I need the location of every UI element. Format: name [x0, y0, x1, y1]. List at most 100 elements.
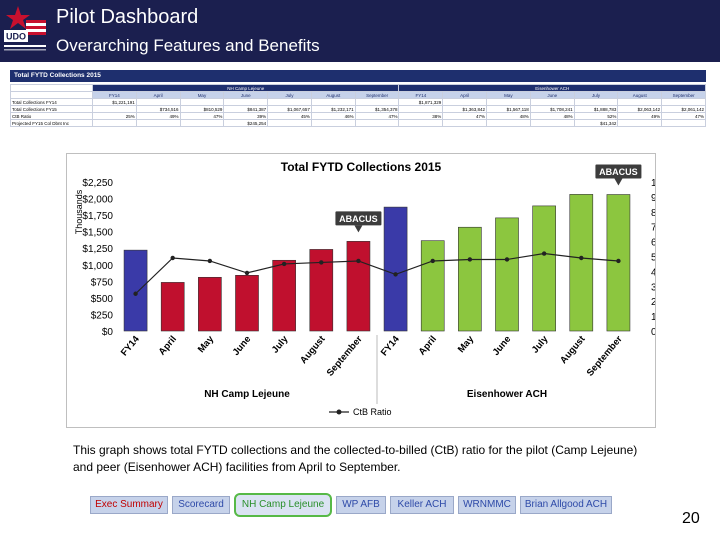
ctb-ratio-point: [281, 261, 287, 267]
y2-tick-label: 0%: [651, 327, 655, 338]
legend: CtB Ratio: [329, 407, 392, 417]
y2-tick-label: 60%: [651, 238, 655, 249]
bar: [346, 241, 371, 332]
table-group-header: NH Camp Lejeune: [91, 84, 400, 92]
y-tick-label: $1,250: [82, 244, 113, 255]
y-axis-ticks: $0 $250 $500 $750 $1,000 $1,250 $1,500 $1,750 $2…: [82, 178, 113, 338]
annotation-label: ABACUS: [339, 214, 378, 224]
table-cell: 47%: [354, 112, 400, 120]
table-cell: [179, 98, 225, 106]
nav-tab-nh-camp-lejeune[interactable]: NH Camp Lejeune: [234, 493, 332, 517]
x-tick-label: August: [558, 333, 588, 366]
table-cell: $1,871,329: [398, 98, 444, 106]
nav-tab-exec-summary[interactable]: Exec Summary: [90, 496, 168, 514]
logo-star-icon: [6, 6, 30, 29]
nav-tab-wp-afb[interactable]: WP AFB: [336, 496, 386, 514]
bar: [198, 276, 222, 332]
table-group-header: Eisenhower ACH: [398, 84, 706, 92]
x-tick-label: July: [270, 333, 291, 355]
table-cell: $1,708,241: [529, 105, 575, 113]
table-cell: $1,221,191: [92, 98, 137, 106]
table-cell: 46%: [310, 112, 356, 120]
table-cell: 38%: [398, 112, 444, 120]
x-tick-label: June: [231, 334, 254, 358]
nav-tab-keller-ach[interactable]: Keller ACH: [390, 496, 454, 514]
table-month-header: August: [310, 91, 356, 99]
table-cell: $1,232,171: [310, 105, 356, 113]
y-tick-label: $500: [91, 294, 114, 305]
ctb-ratio-point: [430, 258, 435, 264]
bar: [123, 249, 148, 332]
page-subtitle: Overarching Features and Benefits: [56, 36, 320, 55]
y-axis-label: Thousands: [74, 189, 84, 234]
bar: [383, 206, 408, 332]
table-cell: [135, 98, 181, 106]
table-cell: [529, 98, 575, 106]
annotations: ABACUS ABACUS: [335, 164, 642, 233]
bar: [532, 205, 556, 332]
table-row: CtB Ratio 25% 49% 47% 39% 45% 46% 47% 38% 47% 48% 4…: [10, 112, 706, 120]
y-tick-label: $1,000: [82, 261, 113, 272]
nav-tab-scorecard[interactable]: Scorecard: [172, 496, 230, 514]
bar: [272, 259, 296, 332]
table-cell: [442, 119, 488, 127]
ctb-ratio-point: [133, 291, 138, 296]
table-cell: 47%: [179, 112, 225, 120]
x-tick-label: FY14: [379, 333, 402, 358]
header-bar: UDO Pilot Dashboard Overarching Features…: [0, 0, 720, 62]
y2-tick-label: 40%: [651, 267, 655, 278]
table-row-label: Projected FY15 Col Dbnt Inc: [10, 119, 93, 127]
table-cell: [310, 119, 356, 127]
table-month-header: April: [442, 91, 488, 99]
ctb-ratio-point: [170, 255, 175, 261]
table-cell: $841,387: [223, 105, 269, 113]
group-labels: NH Camp Lejeune Eisenhower ACH: [204, 335, 547, 404]
annotation-box: [335, 211, 382, 226]
nav-tab-brian-allgood-ach[interactable]: Brian Allgood ACH: [520, 496, 612, 514]
table-cell: 47%: [442, 112, 488, 120]
table-cell: 48%: [486, 112, 531, 120]
table-cell: $1,354,378: [354, 105, 400, 113]
table-month-header: September: [661, 91, 706, 99]
group-label: NH Camp Lejeune: [204, 389, 290, 400]
x-tick-label: August: [298, 333, 328, 366]
nav-tab-wrnmmc[interactable]: WRNMMC: [458, 496, 516, 514]
ctb-ratio-line: [133, 251, 621, 296]
page-title: Pilot Dashboard: [56, 6, 199, 28]
table-cell: [267, 98, 312, 106]
table-cell: [573, 98, 619, 106]
ctb-ratio-point: [356, 258, 361, 264]
table-cell: $245,254: [223, 119, 269, 127]
table-row-label: Total Collections FY15: [10, 105, 93, 113]
table-cell: [92, 105, 137, 113]
table-cell: [92, 119, 137, 127]
bar: [235, 275, 259, 332]
table-cell: $810,529: [179, 105, 225, 113]
x-tick-label: June: [491, 334, 514, 358]
table-month-header: July: [573, 91, 619, 99]
ctb-ratio-point: [319, 260, 324, 265]
x-tick-label: September: [585, 334, 625, 379]
table-cell: 39%: [223, 112, 269, 120]
x-tick-label: April: [417, 334, 439, 358]
x-tick-label: FY14: [119, 333, 142, 358]
table-cell: [486, 119, 531, 127]
table-cell: [529, 119, 575, 127]
logo-text: UDO: [6, 32, 26, 42]
group-label: Eisenhower ACH: [467, 389, 547, 400]
table-cell: $1,888,783: [573, 105, 619, 113]
table-cell: [398, 105, 444, 113]
table-cell: 49%: [135, 112, 181, 120]
ctb-ratio-point: [541, 251, 547, 256]
table-month-header: August: [617, 91, 663, 99]
y-tick-label: $1,500: [82, 228, 113, 239]
x-tick-label: September: [325, 334, 365, 379]
y2-tick-label: 10%: [651, 312, 655, 323]
table-row: Projected FY15 Col Dbnt Inc $245,254 $41,3…: [10, 119, 706, 127]
table-cell: [354, 119, 400, 127]
table-month-header: September: [354, 91, 400, 99]
table-cell: [442, 98, 488, 106]
x-tick-label: May: [196, 333, 217, 355]
annotation-label: ABACUS: [599, 167, 638, 177]
